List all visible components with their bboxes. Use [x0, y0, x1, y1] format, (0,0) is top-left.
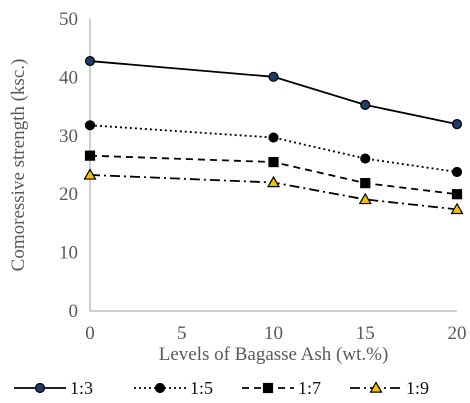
series-1-9 [83, 168, 464, 215]
y-tick-label: 20 [59, 184, 78, 205]
y-tick-label: 50 [59, 9, 78, 30]
legend-item-1-5-label: 1:5 [190, 378, 213, 398]
series-1-3-marker [360, 99, 371, 110]
series-1-3 [84, 55, 463, 130]
series-1-3-marker [268, 71, 279, 82]
x-tick-label: 5 [177, 323, 187, 344]
legend-item-1-3-marker [34, 382, 46, 394]
x-axis-title: Levels of Bagasse Ash (wt.%) [159, 344, 389, 365]
series-1-3-line [89, 60, 458, 126]
series-1-7-marker [268, 156, 279, 168]
y-axis-title: Comoressive strength (ksc.) [8, 59, 29, 272]
series-1-7-line [89, 154, 458, 196]
series-1-7 [84, 150, 463, 200]
series-1-3-marker [84, 55, 96, 67]
legend-item-1-7: 1:7 [242, 378, 321, 398]
series-1-7-marker [84, 150, 96, 161]
x-tick-label: 0 [85, 323, 95, 344]
legend-item-1-9-marker [369, 381, 383, 393]
series-1-5-marker [360, 153, 371, 164]
series-1-9-marker [358, 192, 372, 205]
legend-item-1-9-label: 1:9 [406, 378, 429, 398]
y-tick-labels: 0 10 20 30 40 50 [59, 9, 78, 322]
legend-item-1-3: 1:3 [14, 378, 93, 398]
series-1-9-marker [450, 202, 464, 215]
series-1-5-marker [84, 120, 96, 131]
series-layer [83, 55, 464, 215]
y-tick-label: 0 [69, 301, 79, 322]
x-tick-label: 20 [448, 323, 467, 344]
legend-item-1-7-label: 1:7 [298, 378, 321, 398]
series-1-9-marker [83, 168, 97, 180]
y-tick-label: 40 [59, 67, 78, 88]
legend-item-1-5-marker [154, 382, 166, 394]
x-tick-label: 15 [356, 323, 375, 344]
series-1-5-marker [268, 132, 279, 143]
axes [89, 19, 457, 312]
legend: 1:3 1:5 1:7 1:9 [14, 378, 429, 398]
series-1-5 [84, 120, 463, 178]
x-tick-labels: 0 5 10 15 20 [85, 323, 466, 344]
series-1-9-line [89, 174, 458, 211]
x-tick-label: 10 [264, 323, 283, 344]
series-1-5-line [89, 124, 458, 173]
series-1-3-marker [451, 119, 463, 130]
series-1-9-marker [266, 175, 281, 188]
series-1-5-marker [451, 166, 463, 178]
legend-item-1-7-marker [262, 382, 274, 394]
y-tick-label: 10 [59, 243, 78, 264]
y-tick-label: 30 [59, 126, 78, 147]
legend-item-1-5: 1:5 [134, 378, 213, 398]
legend-item-1-9: 1:9 [350, 378, 429, 398]
series-1-7-marker [451, 189, 463, 200]
legend-item-1-3-label: 1:3 [70, 378, 93, 398]
series-1-7-marker [360, 178, 371, 189]
